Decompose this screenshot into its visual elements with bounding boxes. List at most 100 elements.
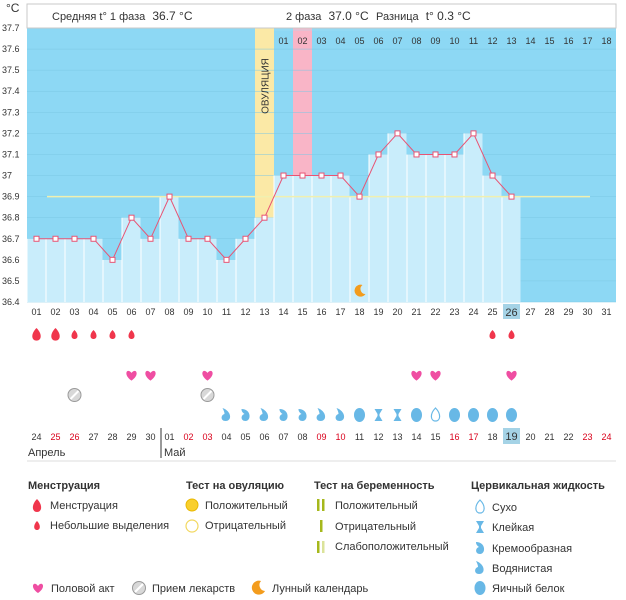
date-label: 21 — [544, 432, 554, 442]
top-day-labels: 01 02 03 04 05 06 07 08 09 10 11 12 13 14 15 16 17 18 — [278, 36, 611, 46]
top-day-label: 09 — [430, 36, 440, 46]
legend-cervical-item: Клейкая — [492, 522, 534, 534]
temperature-bar — [255, 217, 274, 302]
date-label: 05 — [240, 432, 250, 442]
bottom-day-label: 04 — [88, 307, 98, 317]
top-day-label: 07 — [392, 36, 402, 46]
temperature-bar — [445, 154, 464, 302]
moon-icon — [354, 284, 366, 297]
spotting-drop-icon — [109, 330, 116, 339]
phase1-value: 36.7 °C — [152, 9, 192, 23]
temperature-point — [470, 130, 477, 137]
top-day-label: 03 — [316, 36, 326, 46]
legend-menstruation-item: Небольшие выделения — [50, 520, 169, 532]
cervical-watery-icon — [316, 408, 326, 421]
top-day-label: 01 — [278, 36, 288, 46]
temperature-point — [261, 214, 268, 221]
bottom-day-label: 24 — [468, 307, 478, 317]
top-day-label: 16 — [563, 36, 573, 46]
legend-moon-icon — [251, 580, 265, 595]
legend: Менструация Менструация Небольшие выделени… — [27, 460, 616, 595]
y-tick-label: 37.5 — [2, 65, 20, 75]
axes: 01 02 03 04 05 06 07 08 09 10 11 12 13 14 15 16 17 18 36.4… — [2, 23, 616, 459]
legend-dry-icon — [475, 499, 485, 514]
cervical-sticky-icon — [393, 409, 402, 421]
bottom-day-label: 12 — [240, 307, 250, 317]
bottom-day-label: 21 — [411, 307, 421, 317]
cervical-watery-icon — [221, 408, 231, 421]
svg-text:Средняя t° 1 фаза 36.7 °: Средняя t° 1 фаза 36.7 °C — [52, 9, 193, 23]
intercourse-heart-icon — [145, 370, 156, 381]
svg-text:Разница t° 0.3 °C: Разница t° 0.3 °C — [376, 9, 471, 23]
y-tick-label: 36.7 — [2, 234, 20, 244]
medication-pill-icon — [200, 388, 215, 402]
y-tick-label: 37.7 — [2, 23, 20, 33]
date-label: 18 — [487, 432, 497, 442]
legend-bottom-item: Половой акт — [51, 583, 115, 595]
unit-label: °C — [6, 1, 20, 15]
diff-label: Разница — [376, 11, 420, 23]
top-day-label: 18 — [601, 36, 611, 46]
intercourse-heart-icon — [126, 370, 137, 381]
temperature-point — [451, 151, 458, 158]
bottom-day-label: 05 — [107, 307, 117, 317]
bottom-day-label: 27 — [525, 307, 535, 317]
date-label: 29 — [126, 432, 136, 442]
y-tick-labels: 36.4 36.5 36.6 36.7 36.8 36.9 37 37.1 37.2 37.3 37… — [2, 23, 20, 307]
spotting-drop-icon — [90, 330, 97, 339]
temperature-bar — [27, 238, 46, 302]
y-tick-label: 37.3 — [2, 107, 20, 117]
bottom-day-labels: 01 02 03 04 05 06 07 08 09 10 11 12 13 14 15 16 17 18 19 20… — [31, 304, 612, 319]
legend-pregnancy-positive-icon — [317, 499, 320, 511]
date-label: 13 — [392, 432, 402, 442]
date-label: 10 — [335, 432, 345, 442]
temperature-bar — [388, 133, 407, 302]
cervical-eggwhite-icon — [487, 408, 498, 422]
intercourse-heart-icon — [202, 370, 213, 381]
header-bar: °C Средняя t° 1 фаза 36.7 °C 2 фаза 37.0… — [6, 1, 617, 29]
temperature-point — [204, 235, 211, 242]
temperature-point — [280, 172, 287, 179]
temperature-bar — [65, 238, 84, 302]
temperature-point — [166, 193, 173, 200]
temperature-point — [223, 256, 230, 263]
date-label: 04 — [221, 432, 231, 442]
cervical-eggwhite-icon — [411, 408, 422, 422]
temperature-point — [508, 193, 515, 200]
legend-pregnancy-item: Слабоположительный — [335, 541, 449, 553]
temperature-bar — [483, 175, 502, 302]
date-label: 08 — [297, 432, 307, 442]
y-tick-label: 36.5 — [2, 276, 20, 286]
medication-pill-icon — [67, 388, 82, 402]
temperature-bar — [84, 238, 103, 302]
date-label: 12 — [373, 432, 383, 442]
legend-menstruation-item: Менструация — [50, 500, 118, 512]
temperature-point — [432, 151, 439, 158]
temperature-point — [33, 235, 40, 242]
y-tick-label: 37.6 — [2, 44, 20, 54]
top-day-label: 13 — [506, 36, 516, 46]
phase1-label: Средняя t° 1 фаза — [52, 11, 146, 23]
temperature-point — [71, 235, 78, 242]
bottom-day-label: 09 — [183, 307, 193, 317]
symptom-rows — [32, 328, 517, 422]
temperature-point — [52, 235, 59, 242]
date-label: 15 — [430, 432, 440, 442]
legend-heart-icon — [32, 583, 44, 593]
legend-bottom-item: Лунный календарь — [272, 583, 369, 595]
cervical-eggwhite-icon — [506, 408, 517, 422]
today-date-marker — [503, 428, 520, 444]
bottom-day-label: 17 — [335, 307, 345, 317]
date-label: 14 — [411, 432, 421, 442]
y-tick-label: 36.9 — [2, 192, 20, 202]
temperature-bar — [103, 259, 122, 302]
date-label: 30 — [145, 432, 155, 442]
temperature-point — [318, 172, 325, 179]
temperature-bar — [293, 175, 312, 302]
cervical-creamy-icon — [241, 409, 250, 421]
legend-bottom-item: Прием лекарств — [152, 583, 235, 595]
legend-pill-icon — [132, 581, 146, 595]
cervical-creamy-icon — [279, 409, 288, 421]
cervical-eggwhite-icon — [468, 408, 479, 422]
